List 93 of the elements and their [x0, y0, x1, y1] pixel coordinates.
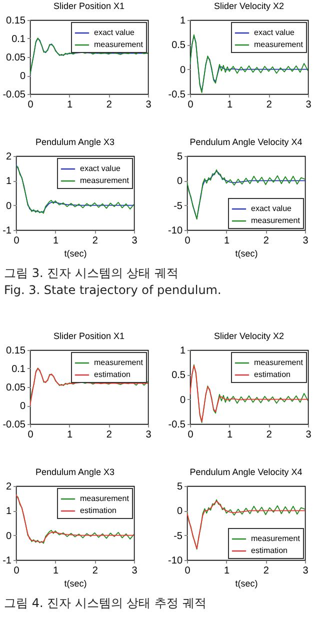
x-tick-label: 3 [132, 236, 138, 246]
x-tick-label: 3 [146, 100, 152, 110]
chart-title: Pendulum Angle X3 [35, 467, 115, 477]
y-tick-label: 0.05 [6, 52, 26, 64]
x-tick-label: 2 [263, 566, 270, 576]
x-tick-label: 2 [266, 100, 272, 110]
y-tick-label: -0.05 [2, 420, 26, 430]
x-tick-label: 2 [263, 236, 270, 246]
y-tick-label: 1 [6, 506, 12, 518]
y-tick-label: 0.5 [172, 370, 186, 382]
x-tick-label: 1 [227, 430, 234, 440]
x-tick-label: 0 [28, 430, 34, 440]
y-tick-label: 0 [180, 394, 186, 406]
legend-label: estimation [80, 506, 116, 515]
chart-title: Pendulum Angle X3 [35, 137, 115, 147]
y-tick-label: 1 [180, 16, 186, 26]
legend-label: measurement [94, 358, 144, 367]
x-tick-label: 2 [106, 430, 112, 440]
chart-title: Pendulum Angle Velocity X4 [190, 137, 302, 147]
caption: 그림 4. 진자 시스템의 상태 추정 궤적 [4, 595, 208, 612]
y-tick-label: 5 [176, 152, 183, 162]
chart-title: Slider Velocity X2 [214, 1, 284, 11]
y-tick-label: 2 [6, 482, 12, 492]
legend-label: measurement [94, 40, 144, 49]
y-tick-label: 0 [176, 506, 183, 518]
x-axis-title: t(sec) [235, 248, 258, 258]
y-tick-label: 0.1 [12, 34, 26, 45]
y-tick-label: -0.5 [168, 90, 186, 100]
y-tick-label: -0.5 [168, 420, 186, 430]
y-tick-label: 0 [6, 200, 12, 212]
y-tick-label: -10 [168, 556, 183, 566]
y-tick-label: 0.15 [6, 346, 26, 356]
x-tick-label: 1 [53, 236, 60, 246]
legend-label: measurement [254, 358, 304, 367]
y-tick-label: 0.15 [6, 16, 26, 26]
legend-label: measurement [251, 216, 301, 225]
legend-label: exact value [94, 28, 136, 37]
y-tick-label: -1 [2, 226, 12, 236]
y-tick-label: -5 [174, 530, 183, 542]
legend-label: estimation [251, 546, 288, 555]
x-axis-title: t(sec) [235, 578, 258, 588]
x-tick-label: 3 [302, 236, 309, 246]
y-tick-label: 1 [180, 346, 186, 356]
x-axis-title: t(sec) [64, 578, 87, 588]
legend-label: measurement [80, 176, 130, 185]
legend-label: measurement [80, 494, 130, 503]
x-tick-label: 3 [306, 100, 312, 110]
y-tick-label: 2 [6, 152, 12, 162]
legend-label: measurement [254, 40, 304, 49]
x-tick-label: 2 [92, 566, 98, 576]
x-tick-label: 1 [53, 566, 60, 576]
x-tick-label: 2 [266, 430, 272, 440]
caption: Fig. 3. State trajectory of pendulum. [4, 282, 222, 299]
chart-title: Slider Position X1 [53, 331, 125, 341]
caption: 그림 3. 진자 시스템의 상태 궤적 [4, 265, 180, 282]
legend-label: exact value [251, 204, 292, 213]
legend-label: measurement [251, 534, 301, 543]
legend-label: estimation [94, 370, 130, 379]
y-tick-label: 0 [20, 71, 26, 82]
y-tick-label: 1 [6, 176, 12, 188]
y-tick-label: -0.05 [2, 90, 26, 100]
y-tick-label: 0 [20, 401, 26, 412]
y-tick-label: 0.1 [12, 364, 26, 375]
x-tick-label: 3 [306, 430, 312, 440]
legend-label: exact value [80, 164, 122, 173]
chart-title: Slider Position X1 [53, 1, 125, 11]
y-tick-label: -5 [174, 200, 183, 212]
y-tick-label: 5 [176, 482, 183, 492]
x-tick-label: 1 [227, 100, 234, 110]
chart-title: Slider Velocity X2 [214, 331, 284, 341]
x-tick-label: 0 [188, 100, 194, 110]
x-tick-label: 3 [132, 566, 138, 576]
y-tick-label: 0 [176, 176, 183, 188]
y-tick-label: 0.05 [6, 382, 26, 394]
legend-label: exact value [254, 28, 296, 37]
x-tick-label: 3 [146, 430, 152, 440]
y-tick-label: 0 [180, 64, 186, 76]
x-tick-label: 2 [106, 100, 112, 110]
y-tick-label: -10 [168, 226, 183, 236]
x-tick-label: 2 [92, 236, 98, 246]
legend-label: estimation [254, 370, 290, 379]
x-tick-label: 0 [28, 100, 34, 110]
x-tick-label: 3 [302, 566, 309, 576]
x-tick-label: 1 [67, 100, 74, 110]
x-axis-title: t(sec) [64, 248, 87, 258]
x-tick-label: 1 [224, 236, 230, 246]
y-tick-label: 0 [6, 530, 12, 542]
y-tick-label: 0.5 [172, 40, 186, 52]
chart-title: Pendulum Angle Velocity X4 [190, 467, 302, 477]
x-tick-label: 0 [188, 430, 194, 440]
y-tick-label: -1 [2, 556, 12, 566]
x-tick-label: 1 [67, 430, 74, 440]
x-tick-label: 1 [224, 566, 230, 576]
